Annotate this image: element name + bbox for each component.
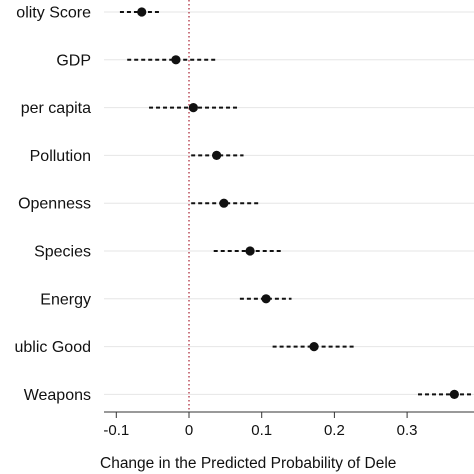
- point-estimate: [309, 342, 319, 352]
- grid-lines: [104, 11, 474, 395]
- category-label: GDP: [56, 52, 91, 69]
- x-tick-label: 0.3: [397, 422, 418, 439]
- category-label: Openness: [18, 196, 91, 213]
- category-label: Weapons: [24, 387, 91, 404]
- x-tick-label: -0.1: [103, 422, 129, 439]
- point-estimate: [212, 150, 222, 160]
- x-tick-label: 0.2: [324, 422, 345, 439]
- x-tick-label: 0: [185, 422, 193, 439]
- category-label: ublic Good: [15, 339, 92, 356]
- x-tick-label: 0.1: [251, 422, 272, 439]
- point-estimate: [261, 294, 271, 304]
- category-label: Species: [34, 244, 91, 261]
- series-estimates: [119, 7, 474, 399]
- point-estimate: [171, 55, 181, 65]
- category-label: per capita: [21, 100, 91, 117]
- point-estimate: [188, 103, 198, 113]
- point-estimate: [219, 198, 229, 208]
- point-estimate: [137, 7, 147, 17]
- category-label: Pollution: [30, 148, 91, 165]
- category-labels: olity Score GDP per capita Pollution Opennes…: [15, 5, 92, 404]
- point-estimate: [245, 246, 255, 256]
- x-axis-ticks: -0.1 0 0.1 0.2 0.3: [103, 412, 418, 439]
- point-estimate: [449, 389, 459, 399]
- category-label: olity Score: [16, 5, 91, 22]
- category-label: Energy: [40, 291, 91, 308]
- x-axis-title: Change in the Predicted Probability of D…: [100, 455, 396, 472]
